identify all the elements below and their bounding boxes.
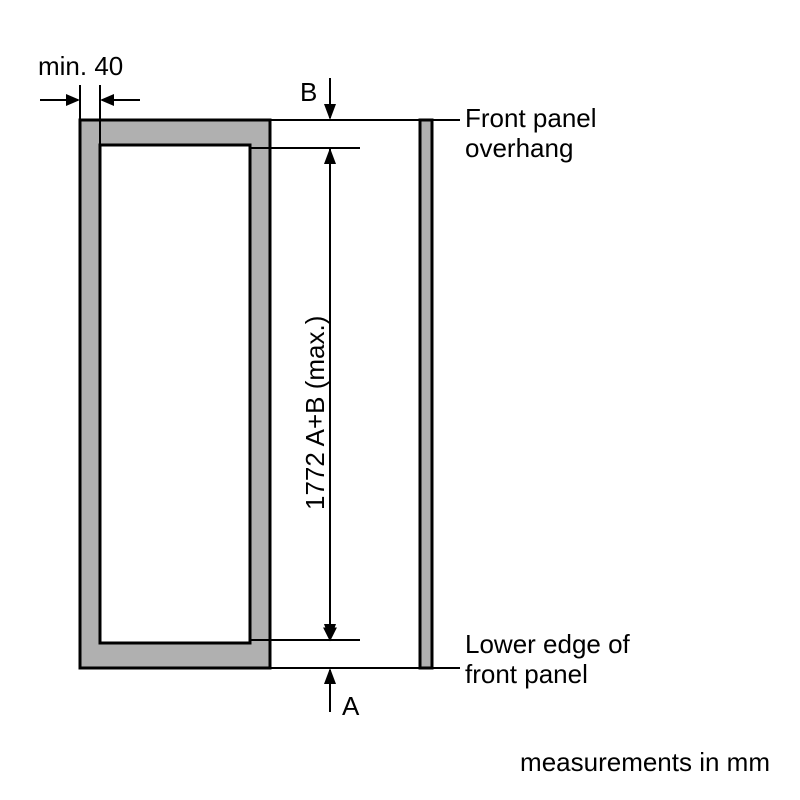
extension-lines <box>250 120 420 668</box>
label-height: 1772 A+B (max.) <box>300 316 331 510</box>
label-min40: min. 40 <box>38 52 123 82</box>
front-panel-bar <box>420 120 432 668</box>
dimension-b <box>324 78 336 120</box>
label-a: A <box>342 692 359 722</box>
label-units: measurements in mm <box>520 748 770 778</box>
cabinet-body <box>80 120 270 668</box>
label-b: B <box>300 78 317 108</box>
dimension-a <box>324 668 336 712</box>
label-lower-edge: Lower edge of front panel <box>465 630 630 690</box>
label-front-panel-overhang: Front panel overhang <box>465 104 597 164</box>
label-pointers <box>432 120 460 668</box>
